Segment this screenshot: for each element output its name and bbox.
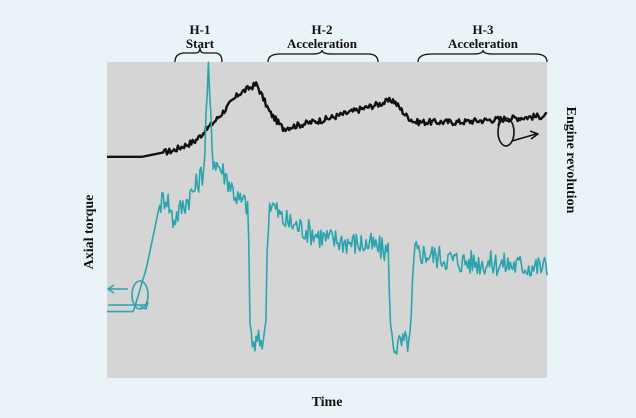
engine-revolution-line <box>107 81 548 158</box>
series-layer <box>107 61 548 355</box>
phase-h2-brace <box>267 49 379 63</box>
phase-h1-brace <box>174 47 223 63</box>
phase-h3-brace <box>417 49 548 63</box>
phase-h1-code: H-1 <box>190 22 211 37</box>
phase-annotations: H-1 Start H-2 Acceleration H-3 Accelerat… <box>174 22 548 63</box>
plot-area <box>107 62 547 378</box>
axial-torque-line <box>107 61 548 355</box>
phase-h2-code: H-2 <box>312 22 333 37</box>
y-axis-label-left: Axial torque <box>82 195 97 270</box>
phase-h1-name: Start <box>186 36 215 51</box>
torque-rotation-icon <box>107 280 149 311</box>
x-axis-label: Time <box>312 395 343 410</box>
phase-h3-name: Acceleration <box>448 36 519 51</box>
y-axis-label-right: Engine revolution <box>563 107 578 214</box>
phase-h2-name: Acceleration <box>287 36 358 51</box>
engine-rotation-icon <box>497 117 539 147</box>
phase-h3-code: H-3 <box>473 22 494 37</box>
